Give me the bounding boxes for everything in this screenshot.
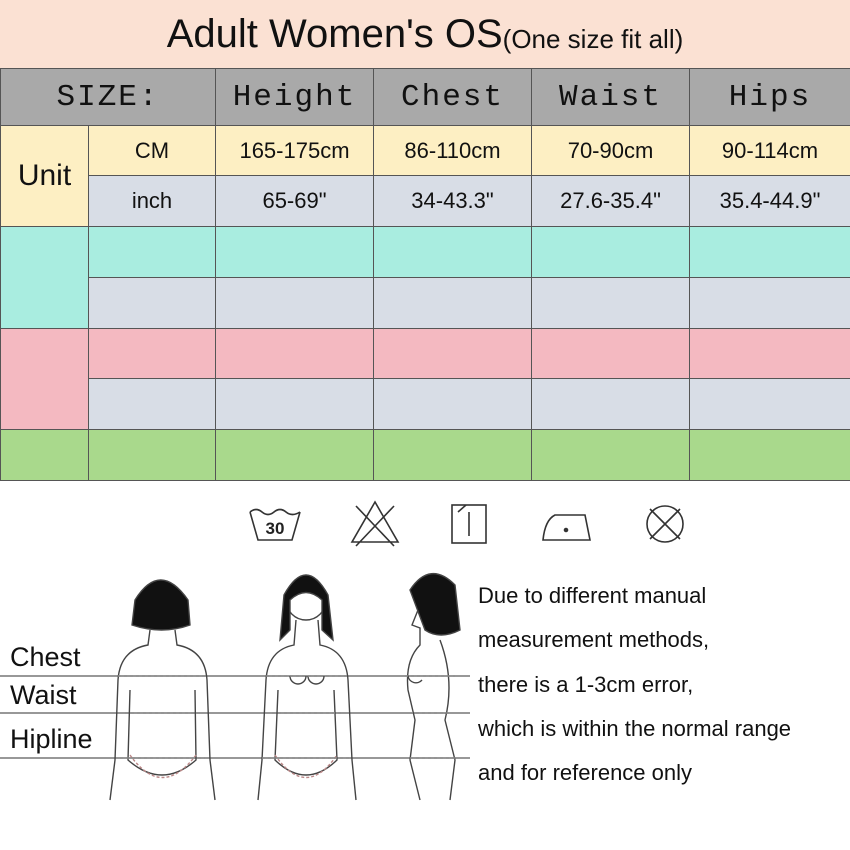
svg-text:30: 30 [266,519,285,538]
empty-cell [531,429,690,481]
hipline-label: Hipline [10,724,93,754]
care-icons: 30 [249,500,684,547]
column-header: Height [215,68,374,126]
note-line: there is a 1-3cm error, [478,672,694,697]
empty-cell [88,277,216,329]
table-cell: 165-175cm [215,125,374,176]
empty-cell [373,328,532,379]
empty-cell [215,277,374,329]
note-line: and for reference only [478,760,693,785]
table-cell: 90-114cm [689,125,850,176]
empty-cell [531,226,690,278]
subtitle: (One size fit all) [502,23,684,54]
empty-cell [215,429,374,481]
table-cell: 27.6-35.4" [531,175,690,227]
table-cell: 35.4-44.9" [689,175,850,227]
title: Adult Women's OS [166,11,503,56]
title-bar: Adult Women's OS (One size fit all) [0,0,850,68]
table-cell: 34-43.3" [373,175,532,227]
chest-label: Chest [10,642,81,672]
empty-cell [0,429,89,481]
empty-cell [689,378,850,430]
empty-cell [689,277,850,329]
measure-lines [0,675,470,759]
table-cell: inch [88,175,216,227]
waist-label: Waist [10,680,77,710]
figures [109,573,461,801]
empty-cell [373,429,532,481]
column-header: Hips [689,68,850,126]
column-header: Waist [531,68,690,126]
empty-cell [0,328,89,430]
empty-cell [88,328,216,379]
empty-cell [531,277,690,329]
empty-cell [88,226,216,278]
note-line: Due to different manual [478,583,707,608]
note-line: which is within the normal range [478,716,792,741]
column-header: Chest [373,68,532,126]
empty-cell [373,378,532,430]
empty-cell [531,328,690,379]
empty-cell [215,328,374,379]
empty-cell [88,378,216,430]
table-cell: 86-110cm [373,125,532,176]
note-line: measurement methods, [478,627,710,652]
unit-label: Unit [0,125,89,227]
table-cell: 70-90cm [531,125,690,176]
empty-cell [689,429,850,481]
table-cell: 65-69" [215,175,374,227]
